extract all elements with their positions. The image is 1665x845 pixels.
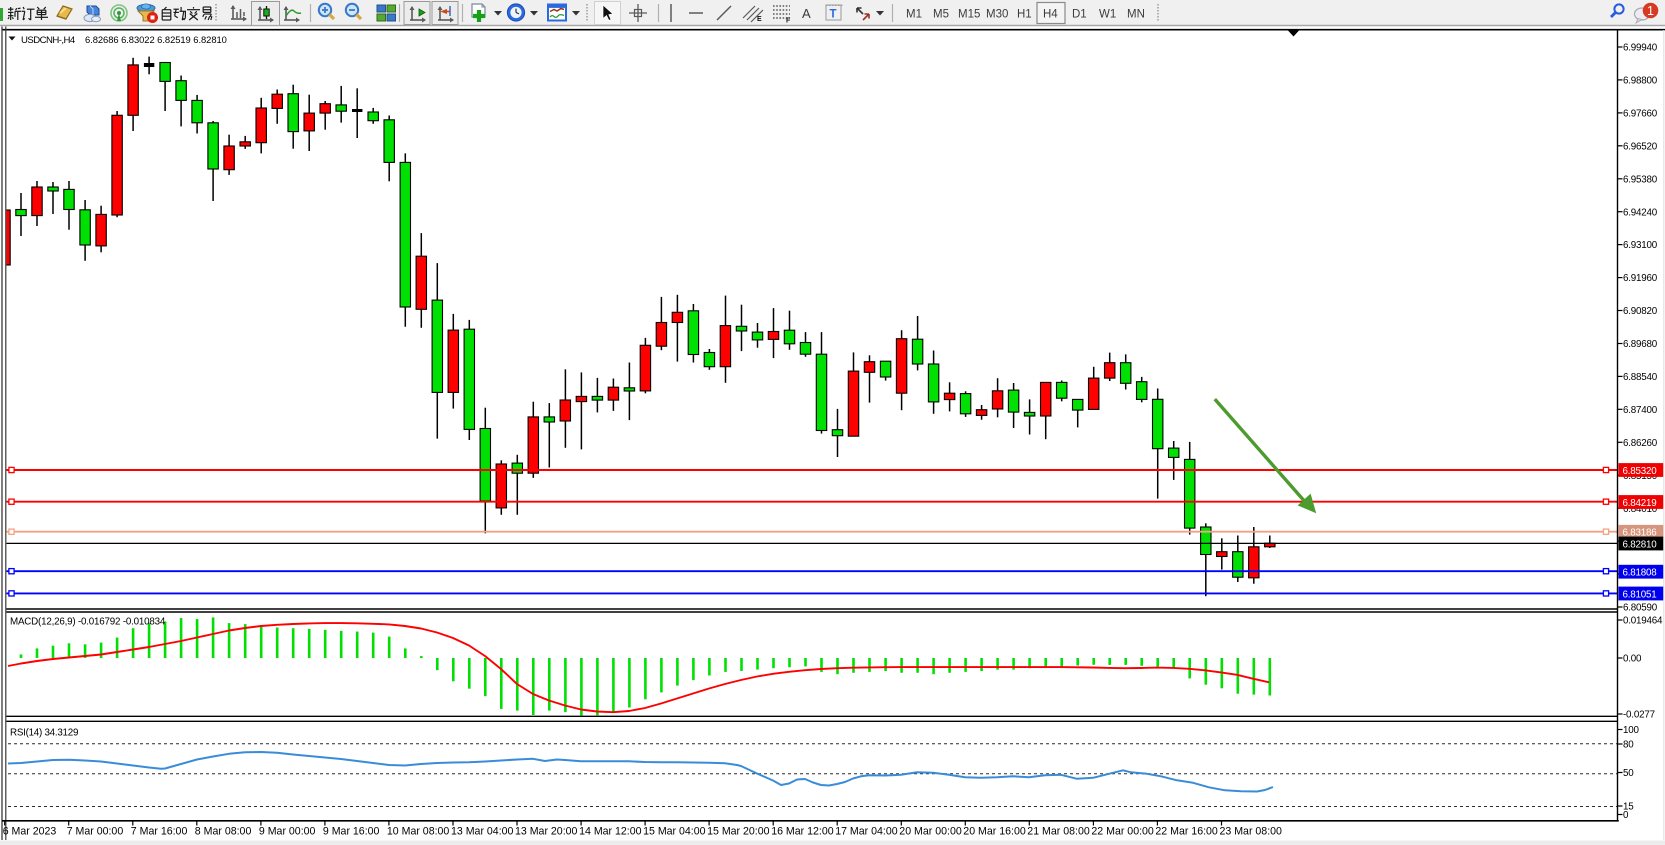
svg-text:6.94240: 6.94240 — [1623, 207, 1658, 218]
svg-text:F: F — [786, 18, 791, 25]
svg-text:20 Mar 16:00: 20 Mar 16:00 — [963, 825, 1026, 837]
svg-text:6.90820: 6.90820 — [1623, 306, 1658, 317]
svg-text:6 Mar 2023: 6 Mar 2023 — [3, 825, 57, 837]
svg-text:M1: M1 — [906, 9, 922, 21]
svg-text:M5: M5 — [933, 9, 949, 21]
svg-text:15 Mar 04:00: 15 Mar 04:00 — [643, 825, 706, 837]
svg-text:W1: W1 — [1099, 9, 1116, 21]
svg-text:T: T — [830, 9, 837, 21]
svg-text:15 Mar 20:00: 15 Mar 20:00 — [707, 825, 770, 837]
svg-text:E: E — [757, 16, 762, 23]
svg-text:7 Mar 16:00: 7 Mar 16:00 — [131, 825, 188, 837]
svg-text:6.88540: 6.88540 — [1623, 372, 1658, 383]
svg-text:M15: M15 — [958, 9, 980, 21]
svg-text:80: 80 — [1623, 740, 1634, 751]
svg-text:USDCNH-,H4: USDCNH-,H4 — [21, 35, 76, 46]
svg-text:H4: H4 — [1043, 9, 1058, 21]
svg-text:16 Mar 12:00: 16 Mar 12:00 — [771, 825, 834, 837]
svg-text:6.85320: 6.85320 — [1623, 466, 1658, 477]
svg-text:6.81051: 6.81051 — [1623, 589, 1657, 600]
svg-text:RSI(14) 34.3129: RSI(14) 34.3129 — [10, 727, 78, 738]
svg-text:50: 50 — [1623, 768, 1634, 779]
svg-text:9 Mar 00:00: 9 Mar 00:00 — [259, 825, 316, 837]
svg-text:D1: D1 — [1072, 9, 1087, 21]
svg-text:6.93100: 6.93100 — [1623, 240, 1658, 251]
svg-text:6.84010: 6.84010 — [1623, 504, 1658, 515]
svg-text:15: 15 — [1623, 802, 1634, 813]
svg-text:8 Mar 08:00: 8 Mar 08:00 — [195, 825, 252, 837]
svg-text:14 Mar 12:00: 14 Mar 12:00 — [579, 825, 642, 837]
svg-text:17 Mar 04:00: 17 Mar 04:00 — [835, 825, 898, 837]
svg-text:21 Mar 08:00: 21 Mar 08:00 — [1027, 825, 1090, 837]
svg-text:6.86260: 6.86260 — [1623, 438, 1658, 449]
svg-text:23 Mar 08:00: 23 Mar 08:00 — [1220, 825, 1283, 837]
svg-text:6.95380: 6.95380 — [1623, 174, 1658, 185]
svg-text:6.82810: 6.82810 — [1623, 539, 1658, 550]
svg-text:A: A — [802, 6, 811, 21]
svg-text:6.99940: 6.99940 — [1623, 43, 1658, 54]
svg-text:9 Mar 16:00: 9 Mar 16:00 — [323, 825, 380, 837]
svg-text:0: 0 — [1623, 810, 1629, 821]
svg-text:6.89680: 6.89680 — [1623, 339, 1658, 350]
svg-text:H1: H1 — [1017, 9, 1032, 21]
svg-text:20 Mar 00:00: 20 Mar 00:00 — [899, 825, 962, 837]
svg-text:6.87400: 6.87400 — [1623, 405, 1658, 416]
svg-text:6.80590: 6.80590 — [1623, 603, 1658, 614]
svg-text:13 Mar 20:00: 13 Mar 20:00 — [515, 825, 578, 837]
svg-text:10 Mar 08:00: 10 Mar 08:00 — [387, 825, 450, 837]
svg-text:22 Mar 00:00: 22 Mar 00:00 — [1091, 825, 1154, 837]
svg-text:7 Mar 00:00: 7 Mar 00:00 — [67, 825, 124, 837]
svg-text:0.00: 0.00 — [1623, 654, 1642, 665]
svg-text:13 Mar 04:00: 13 Mar 04:00 — [451, 825, 514, 837]
svg-text:M30: M30 — [986, 9, 1008, 21]
svg-text:6.81808: 6.81808 — [1623, 568, 1658, 579]
svg-text:6.97660: 6.97660 — [1623, 109, 1658, 120]
svg-text:22 Mar 16:00: 22 Mar 16:00 — [1155, 825, 1218, 837]
svg-text:MN: MN — [1127, 9, 1145, 21]
svg-text:6.82686 6.83022 6.82519 6.8281: 6.82686 6.83022 6.82519 6.82810 — [85, 34, 227, 45]
svg-text:6.91960: 6.91960 — [1623, 273, 1658, 284]
svg-text:1: 1 — [1647, 4, 1654, 18]
svg-text:6.96520: 6.96520 — [1623, 141, 1658, 152]
svg-text:6.84219: 6.84219 — [1623, 498, 1657, 509]
svg-text:100: 100 — [1623, 725, 1639, 736]
svg-text:6.98800: 6.98800 — [1623, 76, 1658, 87]
svg-text:-0.0277: -0.0277 — [1623, 710, 1655, 721]
svg-text:MACD(12,26,9) -0.016792 -0.010: MACD(12,26,9) -0.016792 -0.010834 — [10, 616, 166, 627]
svg-text:6.83186: 6.83186 — [1623, 528, 1658, 539]
svg-text:0.019464: 0.019464 — [1623, 616, 1663, 627]
